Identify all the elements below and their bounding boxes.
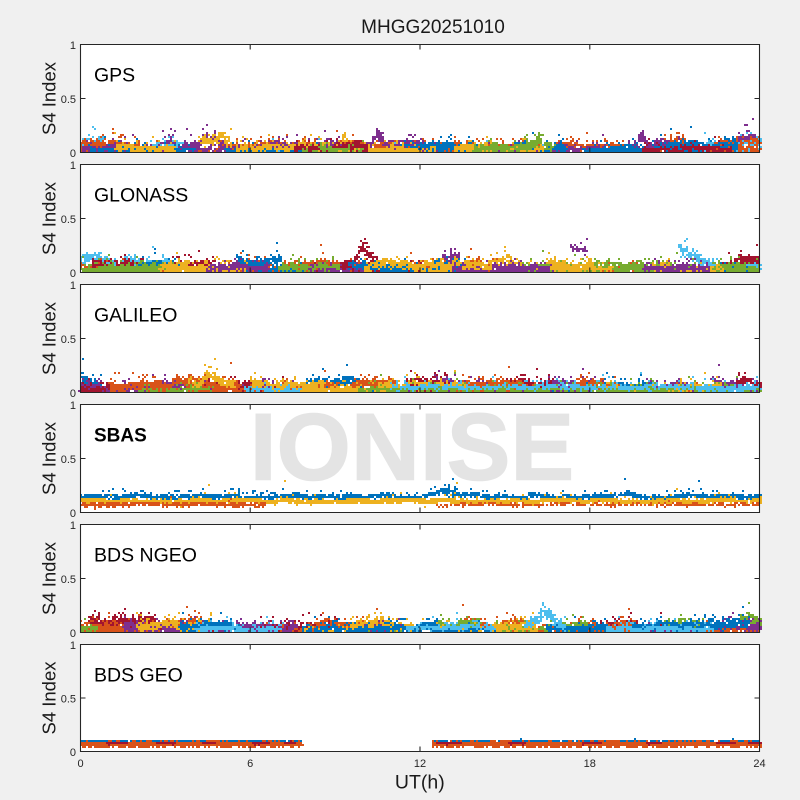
svg-text:0: 0 (70, 628, 76, 640)
svg-text:0.5: 0.5 (61, 214, 76, 226)
svg-text:0: 0 (70, 508, 76, 520)
svg-text:6: 6 (247, 758, 253, 770)
svg-text:0: 0 (70, 148, 76, 160)
svg-text:BDS NGEO: BDS NGEO (94, 545, 197, 567)
svg-text:0.5: 0.5 (61, 334, 76, 346)
svg-text:1: 1 (70, 280, 76, 292)
svg-text:1: 1 (70, 40, 76, 52)
svg-text:0: 0 (70, 268, 76, 280)
svg-text:GPS: GPS (94, 65, 135, 87)
svg-text:0.5: 0.5 (61, 574, 76, 586)
svg-text:24: 24 (753, 758, 765, 770)
svg-text:IONISE: IONISE (250, 395, 574, 501)
svg-text:1: 1 (70, 400, 76, 412)
svg-text:S4 Index: S4 Index (39, 421, 60, 495)
svg-text:0: 0 (77, 758, 83, 770)
svg-text:MHGG20251010: MHGG20251010 (361, 17, 505, 38)
svg-text:S4 Index: S4 Index (39, 661, 60, 735)
svg-text:UT(h): UT(h) (395, 772, 445, 794)
svg-text:BDS GEO: BDS GEO (94, 665, 183, 687)
svg-text:S4 Index: S4 Index (39, 181, 60, 255)
svg-text:0.5: 0.5 (61, 94, 76, 106)
svg-text:18: 18 (584, 758, 596, 770)
svg-text:GLONASS: GLONASS (94, 185, 188, 207)
svg-text:1: 1 (70, 640, 76, 652)
svg-text:S4 Index: S4 Index (39, 61, 60, 135)
svg-text:S4 Index: S4 Index (39, 541, 60, 615)
svg-text:0: 0 (70, 388, 76, 400)
svg-text:0.5: 0.5 (61, 694, 76, 706)
svg-text:0.5: 0.5 (61, 454, 76, 466)
svg-text:S4 Index: S4 Index (39, 301, 60, 375)
svg-text:GALILEO: GALILEO (94, 305, 177, 327)
svg-text:12: 12 (414, 758, 426, 770)
svg-text:0: 0 (70, 747, 76, 759)
svg-text:1: 1 (70, 520, 76, 532)
svg-text:SBAS: SBAS (94, 426, 147, 447)
svg-text:1: 1 (70, 160, 76, 172)
